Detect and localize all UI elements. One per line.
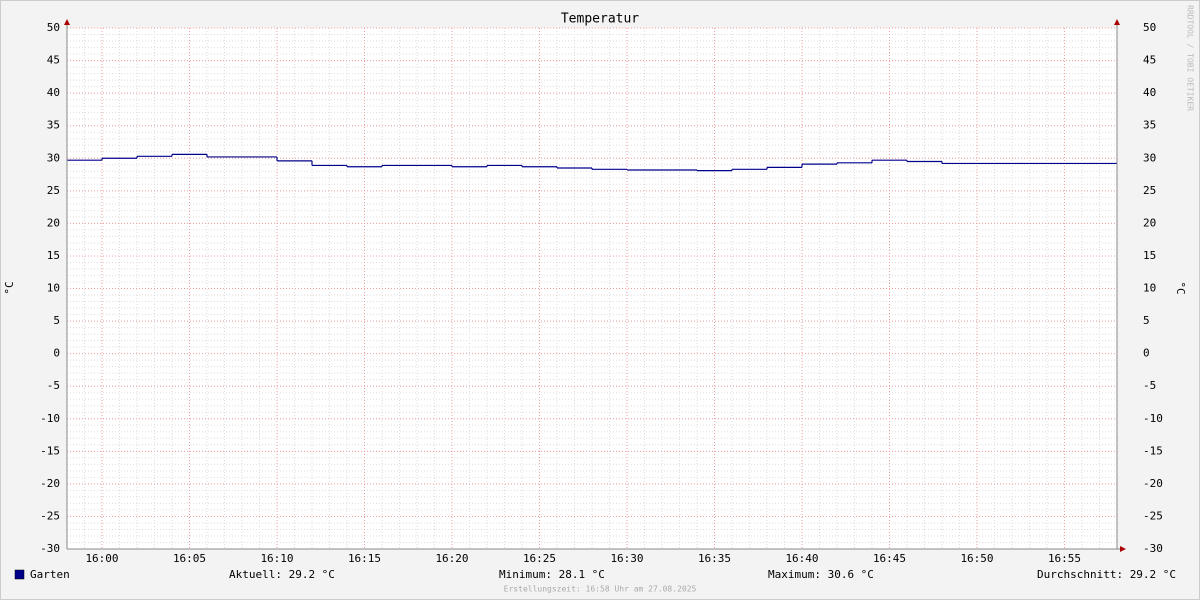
stat-unit: °C	[1163, 568, 1176, 581]
stat-value: 28.1	[559, 568, 586, 581]
x-tick-label: 16:55	[1048, 552, 1081, 565]
y-tick-label: 35	[47, 119, 60, 132]
y-tick-label: -25	[40, 509, 60, 522]
y2-tick-label: 30	[1143, 151, 1156, 164]
y-tick-label: 30	[47, 151, 60, 164]
axis-arrow	[1114, 19, 1120, 25]
stat-value: 29.2	[289, 568, 316, 581]
grid	[66, 27, 1118, 550]
y2-label: °C	[1174, 281, 1187, 294]
stat-label: Durchschnitt:	[1037, 568, 1123, 581]
x-tick-label: 16:20	[435, 552, 468, 565]
axis-arrow	[1120, 546, 1126, 552]
stat-unit: °C	[592, 568, 605, 581]
y-tick-label: 5	[53, 314, 60, 327]
y-label: °C	[3, 281, 16, 294]
x-tick-label: 16:45	[873, 552, 906, 565]
x-tick-label: 16:00	[85, 552, 118, 565]
y2-tick-label: 15	[1143, 249, 1156, 262]
axis-arrow	[64, 19, 70, 25]
stat-unit: °C	[861, 568, 874, 581]
y2-tick-label: 50	[1143, 21, 1156, 34]
y2-tick-label: 5	[1143, 314, 1150, 327]
y-tick-label: 20	[47, 216, 60, 229]
y-tick-label: -5	[47, 379, 60, 392]
y-tick-label: -10	[40, 412, 60, 425]
stat-label: Minimum:	[499, 568, 552, 581]
y-tick-label: 50	[47, 21, 60, 34]
watermark: RRDTOOL / TOBI OETIKER	[1186, 5, 1195, 111]
stat-label: Maximum:	[768, 568, 821, 581]
y2-tick-label: 25	[1143, 184, 1156, 197]
y2-tick-label: -30	[1143, 542, 1163, 555]
stat-label: Aktuell:	[229, 568, 282, 581]
legend-stat: Maximum: 30.6 °C	[768, 568, 874, 581]
y-tick-label: 25	[47, 184, 60, 197]
y2-tick-label: -5	[1143, 379, 1156, 392]
x-tick-label: 16:40	[785, 552, 818, 565]
y2-tick-label: -15	[1143, 444, 1163, 457]
marks	[67, 153, 1117, 172]
x-tick-label: 16:30	[610, 552, 643, 565]
stat-unit: °C	[322, 568, 335, 581]
footer: Erstellungszeit: 16:58 Uhr am 27.08.2025	[504, 585, 697, 594]
legend-label: Garten	[30, 568, 70, 581]
legend-stat: Minimum: 28.1 °C	[499, 568, 605, 581]
y2-tick-label: 20	[1143, 216, 1156, 229]
y2-tick-label: -20	[1143, 477, 1163, 490]
y-tick-label: -30	[40, 542, 60, 555]
y-tick-label: 40	[47, 86, 60, 99]
chart-title: Temperatur	[561, 12, 639, 27]
x-tick-label: 16:50	[960, 552, 993, 565]
stat-value: 30.6	[828, 568, 855, 581]
y-tick-label: 10	[47, 282, 60, 295]
y2-tick-label: 10	[1143, 282, 1156, 295]
y2-tick-label: 0	[1143, 347, 1150, 360]
y2-tick-label: -10	[1143, 412, 1163, 425]
y2-tick-label: -25	[1143, 509, 1163, 522]
stat-value: 29.2	[1130, 568, 1157, 581]
y2-tick-label: 45	[1143, 54, 1156, 67]
x-tick-label: 16:05	[173, 552, 206, 565]
y-tick-label: 45	[47, 54, 60, 67]
y-tick-label: 0	[53, 347, 60, 360]
legend-stat: Aktuell: 29.2 °C	[229, 568, 335, 581]
y2-tick-label: 35	[1143, 119, 1156, 132]
legend-stat: Durchschnitt: 29.2 °C	[1037, 568, 1176, 581]
legend-swatch	[14, 569, 25, 580]
x-tick-label: 16:15	[348, 552, 381, 565]
x-tick-label: 16:10	[260, 552, 293, 565]
x-tick-label: 16:35	[698, 552, 731, 565]
y-tick-label: -20	[40, 477, 60, 490]
y2-tick-label: 40	[1143, 86, 1156, 99]
x-tick-label: 16:25	[523, 552, 556, 565]
y-tick-label: -15	[40, 444, 60, 457]
y-tick-label: 15	[47, 249, 60, 262]
